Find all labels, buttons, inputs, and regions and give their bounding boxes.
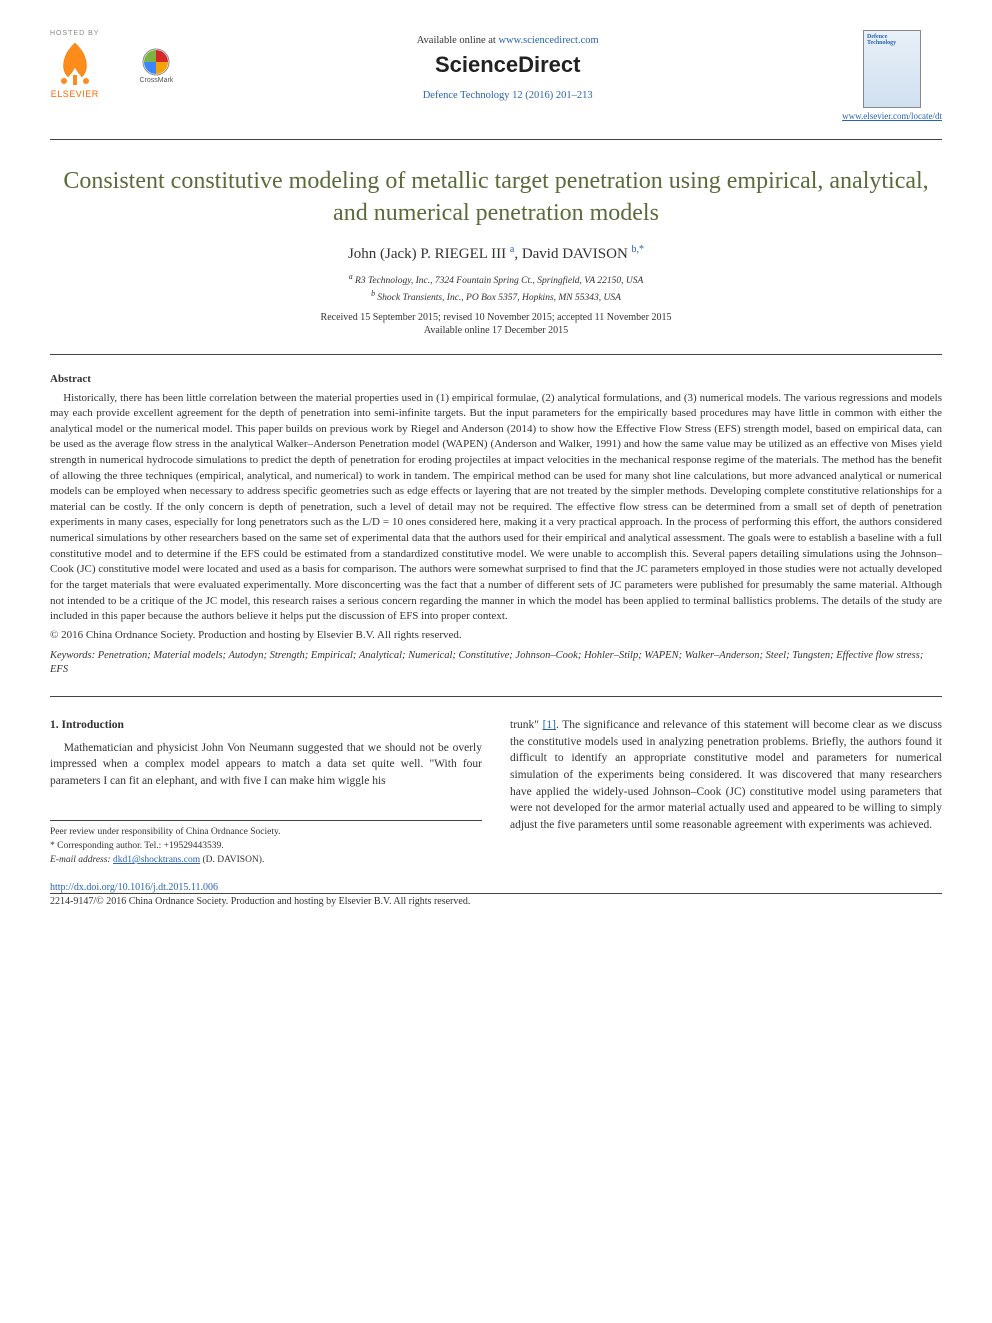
locate-link[interactable]: www.elsevier.com/locate/dt <box>842 111 942 121</box>
corresponding-note: * Corresponding author. Tel.: +195294435… <box>50 839 482 853</box>
peer-review-note: Peer review under responsibility of Chin… <box>50 825 482 839</box>
doi-link[interactable]: http://dx.doi.org/10.1016/j.dt.2015.11.0… <box>50 882 942 893</box>
rule-top <box>50 139 942 140</box>
journal-cover-thumbnail[interactable]: Defence Technology <box>863 30 921 108</box>
column-left: 1. Introduction Mathematician and physic… <box>50 717 482 867</box>
email-post: (D. DAVISON). <box>200 855 264 865</box>
sciencedirect-url-link[interactable]: www.sciencedirect.com <box>498 35 598 46</box>
header-center: Available online at www.sciencedirect.co… <box>173 30 842 101</box>
rule-abstract-top <box>50 354 942 355</box>
available-online: Available online at www.sciencedirect.co… <box>173 35 842 46</box>
section-1-heading: 1. Introduction <box>50 717 482 734</box>
elsevier-badge[interactable]: HOSTED BY ELSEVIER <box>50 30 99 99</box>
elsevier-tree-icon <box>54 39 96 87</box>
author-sep: , <box>514 246 522 262</box>
header-left: HOSTED BY ELSEVIER CrossMark <box>50 30 173 99</box>
affil-a: R3 Technology, Inc., 7324 Fountain Sprin… <box>355 276 643 286</box>
author-2-affil-sup: b, <box>632 244 640 255</box>
available-online-date: Available online 17 December 2015 <box>50 325 942 336</box>
email-line: E-mail address: dkd1@shocktrans.com (D. … <box>50 853 482 867</box>
footnotes: Peer review under responsibility of Chin… <box>50 820 482 868</box>
elsevier-label: ELSEVIER <box>51 89 99 99</box>
affil-b: Shock Transients, Inc., PO Box 5357, Hop… <box>377 293 621 303</box>
intro-para-col1: Mathematician and physicist John Von Neu… <box>50 740 482 790</box>
corresponding-author-mark[interactable]: * <box>639 244 644 255</box>
abstract-heading: Abstract <box>50 373 942 385</box>
doi-url[interactable]: http://dx.doi.org/10.1016/j.dt.2015.11.0… <box>50 882 218 893</box>
journal-reference: Defence Technology 12 (2016) 201–213 <box>173 90 842 101</box>
keywords-label: Keywords: <box>50 650 95 661</box>
column-right: trunk" [1]. The significance and relevan… <box>510 717 942 867</box>
crossmark-label: CrossMark <box>139 77 173 84</box>
bottom-copyright: 2214-9147/© 2016 China Ordnance Society.… <box>50 893 942 907</box>
header: HOSTED BY ELSEVIER CrossMark Available <box>50 30 942 121</box>
article-dates: Received 15 September 2015; revised 10 N… <box>50 312 942 323</box>
available-prefix: Available online at <box>417 35 499 46</box>
email-label: E-mail address: <box>50 855 111 865</box>
abstract-copyright: © 2016 China Ordnance Society. Productio… <box>50 629 942 641</box>
abstract-body: Historically, there has been little corr… <box>50 391 942 625</box>
crossmark-badge[interactable]: CrossMark <box>139 48 173 84</box>
author-1-name: John (Jack) P. RIEGEL III <box>348 246 506 262</box>
keywords-list: Penetration; Material models; Autodyn; S… <box>50 650 923 676</box>
body-columns: 1. Introduction Mathematician and physic… <box>50 717 942 867</box>
crossmark-icon <box>142 48 170 76</box>
header-right: Defence Technology www.elsevier.com/loca… <box>842 30 942 121</box>
sciencedirect-logo[interactable]: ScienceDirect <box>173 52 842 78</box>
keywords: Keywords: Penetration; Material models; … <box>50 649 942 678</box>
col2-pre: trunk" <box>510 719 543 731</box>
author-2-name: David DAVISON <box>522 246 628 262</box>
article-title: Consistent constitutive modeling of meta… <box>50 165 942 230</box>
cover-title: Defence Technology <box>867 34 917 46</box>
ref-1-link[interactable]: [1] <box>543 719 556 731</box>
email-link[interactable]: dkd1@shocktrans.com <box>113 855 200 865</box>
hosted-by-label: HOSTED BY <box>50 30 99 37</box>
intro-para-col2: trunk" [1]. The significance and relevan… <box>510 717 942 834</box>
authors: John (Jack) P. RIEGEL III a, David DAVIS… <box>50 244 942 263</box>
col2-post: . The significance and relevance of this… <box>510 719 942 831</box>
rule-abstract-bottom <box>50 696 942 697</box>
affiliations: a R3 Technology, Inc., 7324 Fountain Spr… <box>50 271 942 306</box>
